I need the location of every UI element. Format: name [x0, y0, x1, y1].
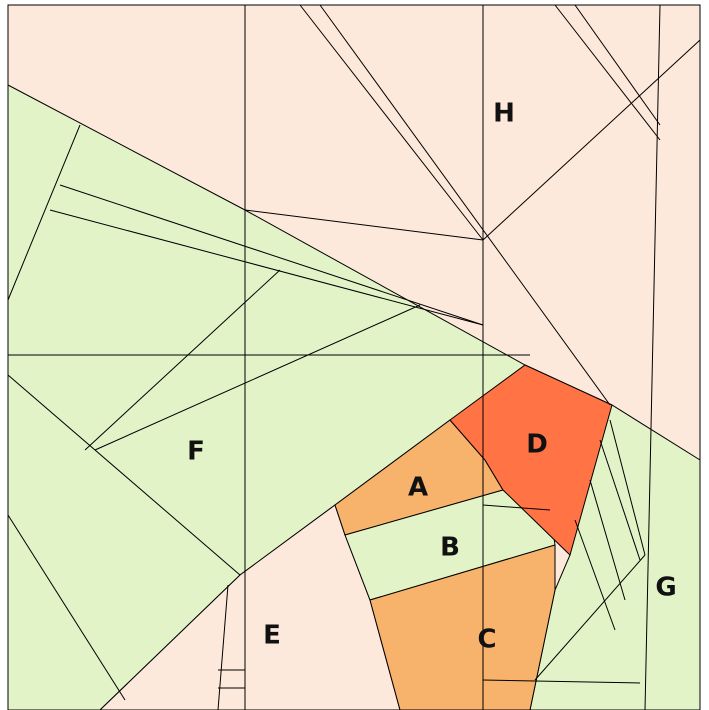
region-label: C: [477, 625, 496, 655]
region-label: E: [263, 621, 281, 651]
diagram: AB C D E F G H: [0, 0, 709, 710]
region-label: B: [440, 533, 460, 563]
region-label: F: [187, 437, 205, 467]
region-label: D: [526, 430, 548, 460]
region-label: A: [408, 473, 428, 503]
region-label: G: [655, 573, 676, 603]
region-label: H: [493, 99, 515, 129]
